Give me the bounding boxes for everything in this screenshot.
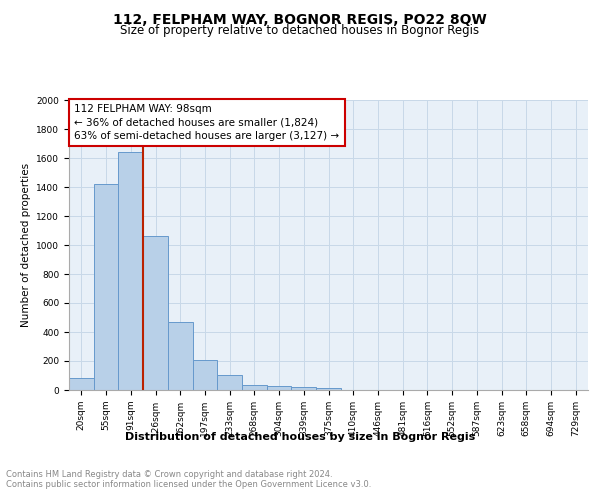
Bar xyxy=(242,385,267,390)
Bar xyxy=(292,387,316,390)
Bar xyxy=(193,360,217,390)
Bar xyxy=(69,378,94,390)
Text: Distribution of detached houses by size in Bognor Regis: Distribution of detached houses by size … xyxy=(125,432,475,442)
Bar xyxy=(316,388,341,390)
Text: Contains HM Land Registry data © Crown copyright and database right 2024.
Contai: Contains HM Land Registry data © Crown c… xyxy=(6,470,371,490)
Bar xyxy=(168,322,193,390)
Y-axis label: Number of detached properties: Number of detached properties xyxy=(21,163,31,327)
Text: Size of property relative to detached houses in Bognor Regis: Size of property relative to detached ho… xyxy=(121,24,479,37)
Text: 112 FELPHAM WAY: 98sqm
← 36% of detached houses are smaller (1,824)
63% of semi-: 112 FELPHAM WAY: 98sqm ← 36% of detached… xyxy=(74,104,340,141)
Text: 112, FELPHAM WAY, BOGNOR REGIS, PO22 8QW: 112, FELPHAM WAY, BOGNOR REGIS, PO22 8QW xyxy=(113,12,487,26)
Bar xyxy=(267,386,292,390)
Bar xyxy=(143,236,168,390)
Bar xyxy=(118,152,143,390)
Bar xyxy=(94,184,118,390)
Bar xyxy=(217,375,242,390)
